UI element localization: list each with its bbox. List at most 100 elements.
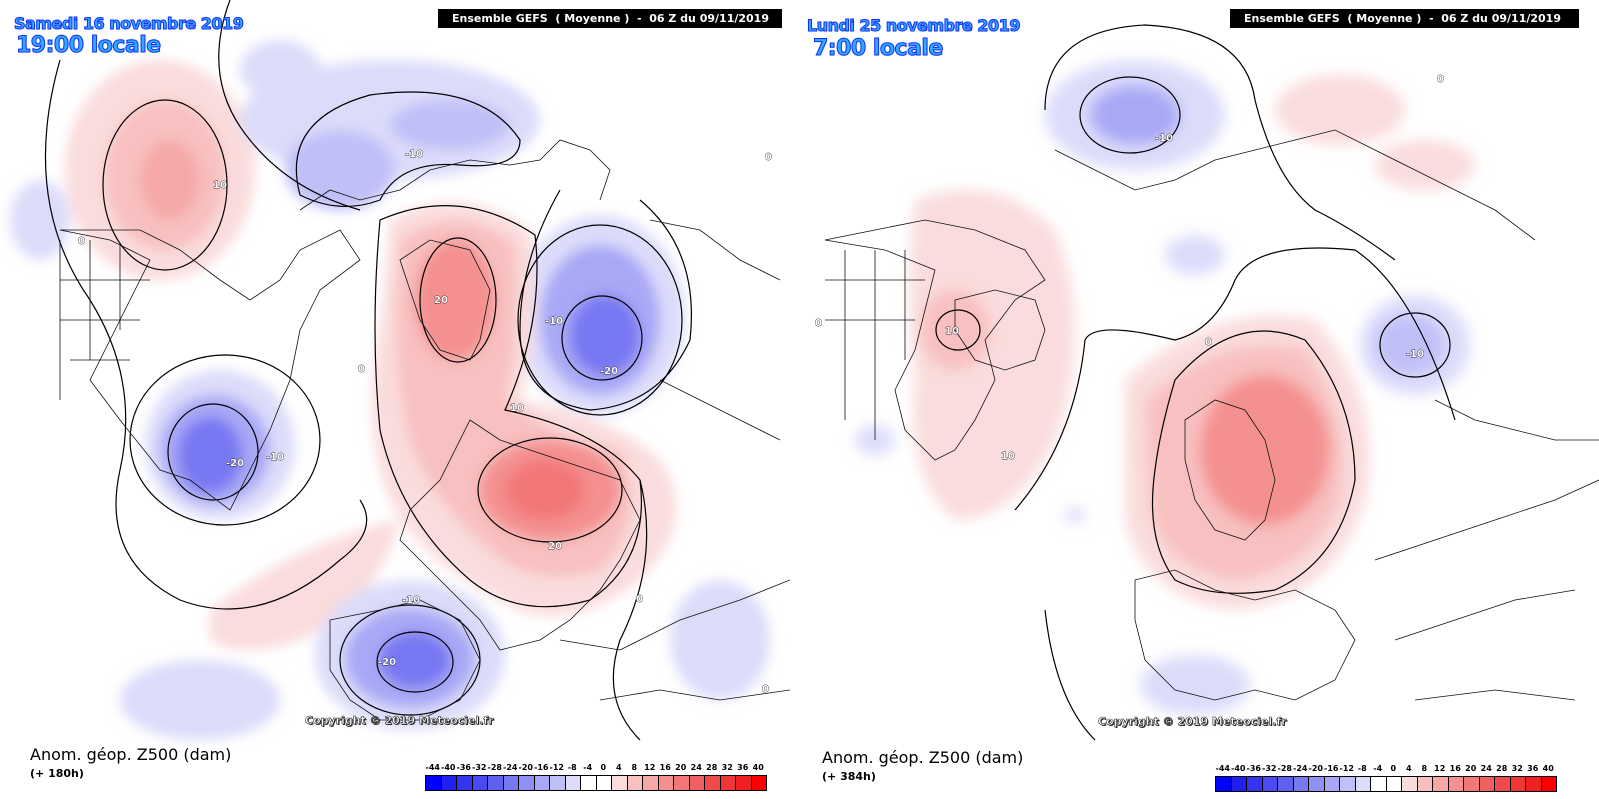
- anomaly-negative-atlantic-small: [1065, 507, 1085, 523]
- colorbar-tick-label: -28: [1277, 764, 1292, 773]
- contour-label: 0: [1205, 337, 1212, 348]
- contour-20-europe: [477, 437, 623, 543]
- colorbar-tick-label: -24: [503, 763, 518, 772]
- contour-labels: 10 0 -10 20 -10 -20 -20 -10 0 10 20 -10 …: [78, 149, 773, 696]
- colorbar-swatch: [1417, 777, 1433, 791]
- anomaly-positive-atlantic: [210, 520, 400, 650]
- coastline-arctic: [1054, 129, 1536, 241]
- contour-label: 0: [636, 594, 643, 605]
- anomaly-positive-canada: [910, 190, 1075, 520]
- anomaly-positive-europe-max: [1200, 375, 1330, 525]
- colorbar-swatch: [581, 776, 597, 790]
- colorbar-tick-label: -12: [1339, 764, 1354, 773]
- colorbar-tick-label: -40: [441, 763, 456, 772]
- map-panel-right: -10 0 10 0 10 -10 0 Lundi 25 novembre 20…: [795, 0, 1599, 799]
- contour-label: 10: [945, 326, 959, 337]
- contour-0-north: [218, 0, 361, 211]
- contour-label: 10: [1001, 451, 1015, 462]
- colorbar-ticks: -44 -40 -36 -32 -28 -24 -20 -16 -12 -8 -4 0 4 8 12 16 20…: [425, 763, 767, 775]
- coastline-europe: [399, 419, 641, 651]
- colorbar-swatches: [1215, 776, 1557, 792]
- contour-neg20-siberia: [561, 295, 643, 381]
- contour-label: 10: [213, 180, 227, 191]
- colorbar-tick-label: 8: [631, 763, 638, 772]
- colorbar-legend: -44 -40 -36 -32 -28 -24 -20 -16 -12 -8 -4 0 4 8 12 16 20…: [1215, 764, 1557, 792]
- anomaly-fields: [10, 40, 770, 740]
- colorbar-tick-label: 0: [1390, 764, 1397, 773]
- anomaly-negative-mediterranean-max: [380, 632, 450, 688]
- colorbar-swatch: [1402, 777, 1418, 791]
- coastline-north-america: [59, 229, 361, 511]
- colorbar-tick-label: 32: [1511, 764, 1523, 773]
- anomaly-map-right: -10 0 10 0 10 -10 0: [795, 0, 1599, 745]
- contour-label: -20: [226, 458, 244, 469]
- colorbar-tick-label: 8: [1421, 764, 1428, 773]
- colorbar-swatch: [488, 776, 504, 790]
- colorbar-swatch: [1510, 777, 1526, 791]
- colorbar-swatch: [1231, 777, 1247, 791]
- anomaly-map-left: 10 0 -10 20 -10 -20 -20 -10 0 10 20 -10 …: [0, 0, 790, 745]
- colorbar-legend: -44 -40 -36 -32 -28 -24 -20 -16 -12 -8 -4 0 4 8 12 16 20…: [425, 763, 767, 791]
- coastlines: [824, 129, 1599, 701]
- forecast-date: Samedi 16 novembre 2019: [13, 14, 244, 34]
- contour-label: -10: [405, 149, 423, 160]
- anomaly-positive-europe-peak: [505, 460, 585, 520]
- colorbar-swatch: [1371, 777, 1387, 791]
- colorbar-tick-label: 24: [1480, 764, 1492, 773]
- colorbar-tick-label: -24: [1293, 764, 1308, 773]
- colorbar-swatch: [1541, 777, 1556, 791]
- anomaly-fields: [855, 60, 1475, 715]
- contour-neg20-us: [167, 403, 259, 501]
- coastline-scandinavia: [1184, 399, 1276, 541]
- colorbar-tick-label: -12: [549, 763, 564, 772]
- colorbar-swatch: [472, 776, 488, 790]
- colorbar-tick-label: -20: [1308, 764, 1323, 773]
- colorbar-ticks: -44 -40 -36 -32 -28 -24 -20 -16 -12 -8 -4 0 4 8 12 16 20…: [1215, 764, 1557, 776]
- colorbar-tick-label: -32: [1262, 764, 1277, 773]
- contour-lines: [935, 24, 1456, 741]
- colorbar-swatch: [1448, 777, 1464, 791]
- contour-label: -10: [266, 452, 284, 463]
- borders-us: [59, 240, 150, 400]
- anomaly-negative-northwest: [10, 180, 70, 260]
- anomaly-negative-arctic-small: [1165, 235, 1225, 275]
- borders-asia: [649, 219, 781, 441]
- model-run-banner: Ensemble GEFS ( Moyenne ) - 06 Z du 09/1…: [1230, 9, 1579, 28]
- coastline-greenland: [954, 289, 1046, 371]
- colorbar-tick-label: 4: [1405, 764, 1412, 773]
- colorbar-swatch: [1386, 777, 1402, 791]
- colorbar-swatch: [1324, 777, 1340, 791]
- colorbar-tick-label: 0: [600, 763, 607, 772]
- colorbar-swatch: [534, 776, 550, 790]
- colorbar-swatch: [1479, 777, 1495, 791]
- forecast-time: 7:00 locale: [813, 36, 944, 62]
- colorbar-tick-label: -4: [1373, 764, 1383, 773]
- colorbar-swatch: [1247, 777, 1263, 791]
- colorbar-tick-label: -20: [518, 763, 533, 772]
- contour-label: 20: [548, 541, 562, 552]
- colorbar-swatch: [643, 776, 659, 790]
- map-panel-left: 10 0 -10 20 -10 -20 -20 -10 0 10 20 -10 …: [0, 0, 790, 799]
- colorbar-swatch: [674, 776, 690, 790]
- colorbar-tick-label: 36: [1527, 764, 1539, 773]
- colorbar-tick-label: 40: [1542, 764, 1554, 773]
- anomaly-negative-us-max: [178, 417, 242, 493]
- coastlines: [59, 139, 790, 721]
- contour-label: 10: [510, 403, 524, 414]
- contour-labels: -10 0 10 0 10 -10 0: [815, 74, 1445, 463]
- colorbar-swatch: [1216, 777, 1232, 791]
- colorbar-tick-label: -32: [472, 763, 487, 772]
- contour-0-central: [1014, 247, 1456, 511]
- contour-neg10-us: [129, 354, 321, 526]
- colorbar-tick-label: 40: [752, 763, 764, 772]
- colorbar-swatch: [1278, 777, 1294, 791]
- contour-20-arctic: [419, 237, 497, 363]
- colorbar-tick-label: 12: [644, 763, 656, 772]
- colorbar-tick-label: -16: [1324, 764, 1339, 773]
- model-run-banner: Ensemble GEFS ( Moyenne ) - 06 Z du 09/1…: [438, 9, 782, 28]
- copyright-notice: Copyright © 2019 Meteociel.fr: [305, 714, 494, 728]
- contour-neg20-mediterranean: [376, 631, 454, 693]
- contour-10-pacific: [102, 99, 228, 271]
- variable-label: Anom. géop. Z500 (dam): [822, 748, 1024, 767]
- contour-label: -10: [1155, 133, 1173, 144]
